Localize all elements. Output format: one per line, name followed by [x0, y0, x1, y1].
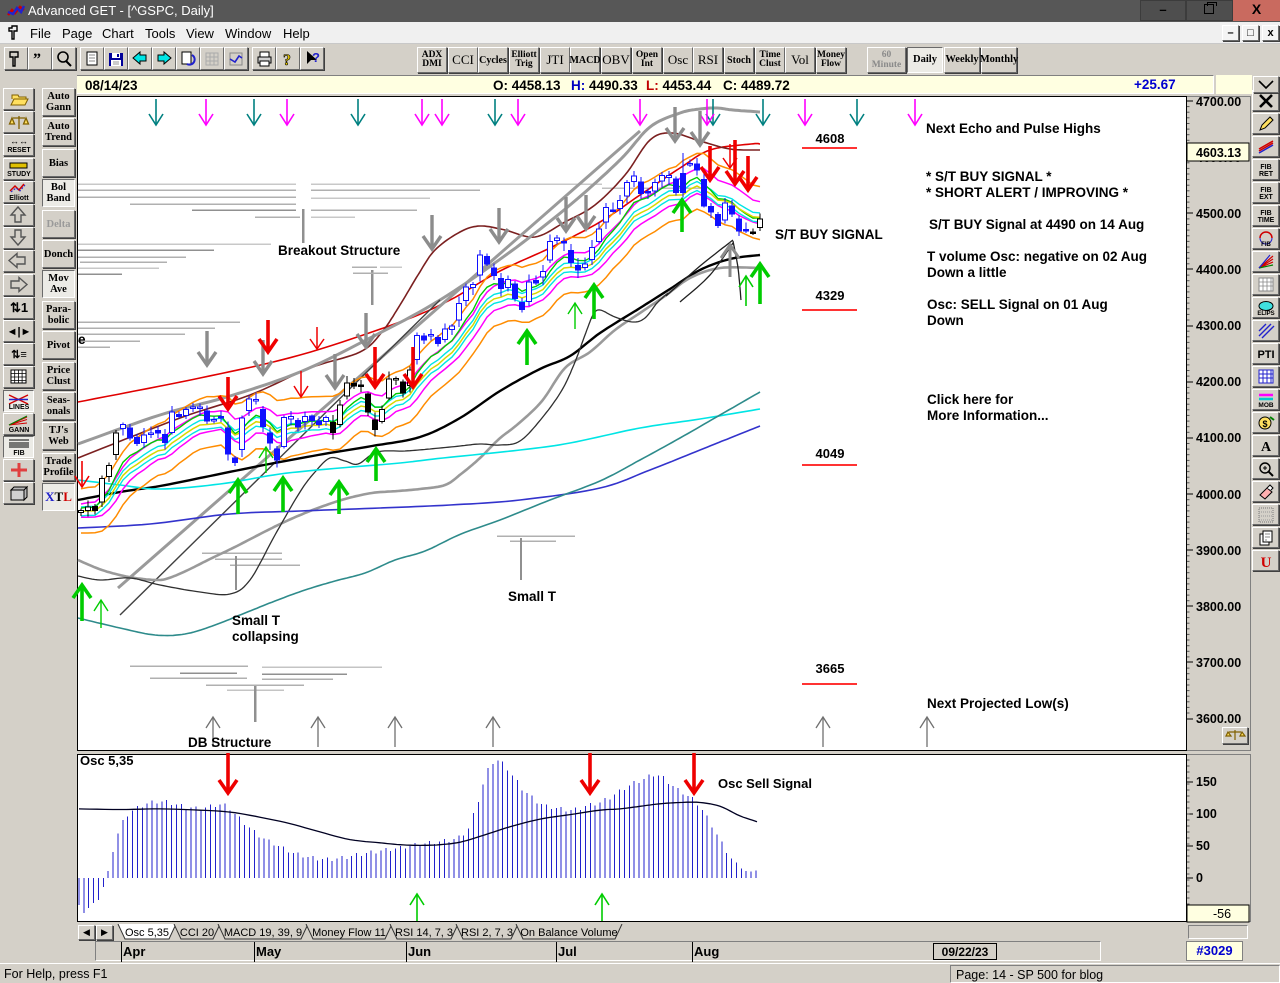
svg-text:?: ? — [312, 50, 320, 65]
svg-text:◄|►: ◄|► — [7, 326, 32, 338]
svg-text:$: $ — [1262, 419, 1267, 429]
svg-text:Breakout Structure: Breakout Structure — [278, 243, 401, 258]
svg-text:RSI 14, 7, 3: RSI 14, 7, 3 — [395, 927, 453, 939]
svg-text:CCI 20: CCI 20 — [180, 927, 214, 939]
svg-text:0: 0 — [1196, 871, 1203, 885]
svg-text:T volume Osc: negative on 02 A: T volume Osc: negative on 02 Aug — [927, 249, 1147, 264]
svg-text:Money Flow 11: Money Flow 11 — [312, 927, 386, 939]
svg-text:4049: 4049 — [816, 446, 845, 461]
svg-text:FIB: FIB — [1260, 164, 1271, 171]
svg-text:↔↔: ↔↔ — [10, 136, 28, 146]
svg-text:TIME: TIME — [1258, 217, 1275, 224]
svg-text:RESET: RESET — [7, 147, 31, 154]
svg-text:Osc 5,35: Osc 5,35 — [80, 753, 134, 768]
svg-text:Osc: SELL Signal on 01 Aug: Osc: SELL Signal on 01 Aug — [927, 297, 1108, 312]
svg-text:Small T: Small T — [232, 613, 281, 628]
svg-text:150: 150 — [1196, 775, 1217, 789]
svg-text:Osc Sell Signal: Osc Sell Signal — [718, 776, 812, 791]
svg-text:4400.00: 4400.00 — [1196, 263, 1241, 277]
svg-text:FIB: FIB — [13, 450, 24, 457]
svg-text:4329: 4329 — [816, 288, 845, 303]
svg-text:FIB: FIB — [1260, 210, 1271, 217]
svg-text:EXT: EXT — [1259, 194, 1273, 201]
svg-text:LINES: LINES — [9, 404, 30, 411]
svg-text:S/T BUY SIGNAL: S/T BUY SIGNAL — [775, 227, 883, 242]
svg-text:* S/T BUY SIGNAL *: * S/T BUY SIGNAL * — [926, 169, 1052, 184]
svg-text:U: U — [1261, 555, 1272, 570]
svg-text:?: ? — [283, 52, 291, 69]
svg-text:RSI 2, 7, 3: RSI 2, 7, 3 — [461, 927, 513, 939]
svg-text:3700.00: 3700.00 — [1196, 656, 1241, 670]
svg-text:4700.00: 4700.00 — [1196, 95, 1241, 109]
svg-text:Click here for: Click here for — [927, 392, 1014, 407]
svg-text:RET: RET — [1259, 171, 1274, 178]
svg-text:3900.00: 3900.00 — [1196, 544, 1241, 558]
svg-text:4200.00: 4200.00 — [1196, 375, 1241, 389]
svg-text:⇅≡: ⇅≡ — [11, 349, 27, 361]
svg-text:Down a little: Down a little — [927, 265, 1007, 280]
svg-text:4500.00: 4500.00 — [1196, 207, 1241, 221]
svg-text:”: ” — [33, 51, 41, 68]
svg-text:4000.00: 4000.00 — [1196, 488, 1241, 502]
svg-text:PTI: PTI — [1257, 349, 1274, 361]
svg-text:ELIPS: ELIPS — [1257, 311, 1274, 317]
svg-text:collapsing: collapsing — [232, 629, 299, 644]
svg-text:4603.13: 4603.13 — [1196, 146, 1241, 160]
svg-text:3600.00: 3600.00 — [1196, 712, 1241, 726]
svg-text:FIB: FIB — [1261, 242, 1271, 248]
svg-text:50: 50 — [1196, 839, 1210, 853]
svg-text:Elliott: Elliott — [9, 195, 29, 202]
svg-text:Osc 5,35: Osc 5,35 — [125, 927, 169, 939]
svg-text:* SHORT ALERT / IMPROVING *: * SHORT ALERT / IMPROVING * — [926, 185, 1129, 200]
svg-text:Down: Down — [927, 313, 964, 328]
svg-text:MOB: MOB — [1258, 402, 1273, 409]
svg-text:FIB: FIB — [1260, 187, 1271, 194]
svg-text:e: e — [78, 332, 86, 347]
svg-text:4100.00: 4100.00 — [1196, 431, 1241, 445]
svg-text:MACD 19, 39, 9: MACD 19, 39, 9 — [224, 927, 302, 939]
svg-text:DB Structure: DB Structure — [188, 735, 272, 750]
svg-text:STUDY: STUDY — [7, 171, 31, 178]
svg-text:100: 100 — [1196, 807, 1217, 821]
svg-text:A: A — [1261, 440, 1272, 455]
svg-text:More Information...: More Information... — [927, 408, 1049, 423]
svg-text:4300.00: 4300.00 — [1196, 319, 1241, 333]
svg-text:Next Echo and Pulse Highs: Next Echo and Pulse Highs — [926, 121, 1101, 136]
svg-text:-56: -56 — [1213, 907, 1231, 921]
svg-text:Next Projected Low(s): Next Projected Low(s) — [927, 696, 1069, 711]
svg-text:S/T BUY Signal at 4490 on 14 A: S/T BUY Signal at 4490 on 14 Aug — [929, 217, 1144, 232]
svg-text:3800.00: 3800.00 — [1196, 600, 1241, 614]
svg-text:GANN: GANN — [9, 427, 30, 434]
svg-text:⇅1: ⇅1 — [10, 300, 28, 315]
svg-text:On Balance Volume: On Balance Volume — [520, 927, 617, 939]
svg-text:Small T: Small T — [508, 589, 557, 604]
svg-text:4608: 4608 — [816, 131, 845, 146]
svg-text:3665: 3665 — [816, 661, 845, 676]
